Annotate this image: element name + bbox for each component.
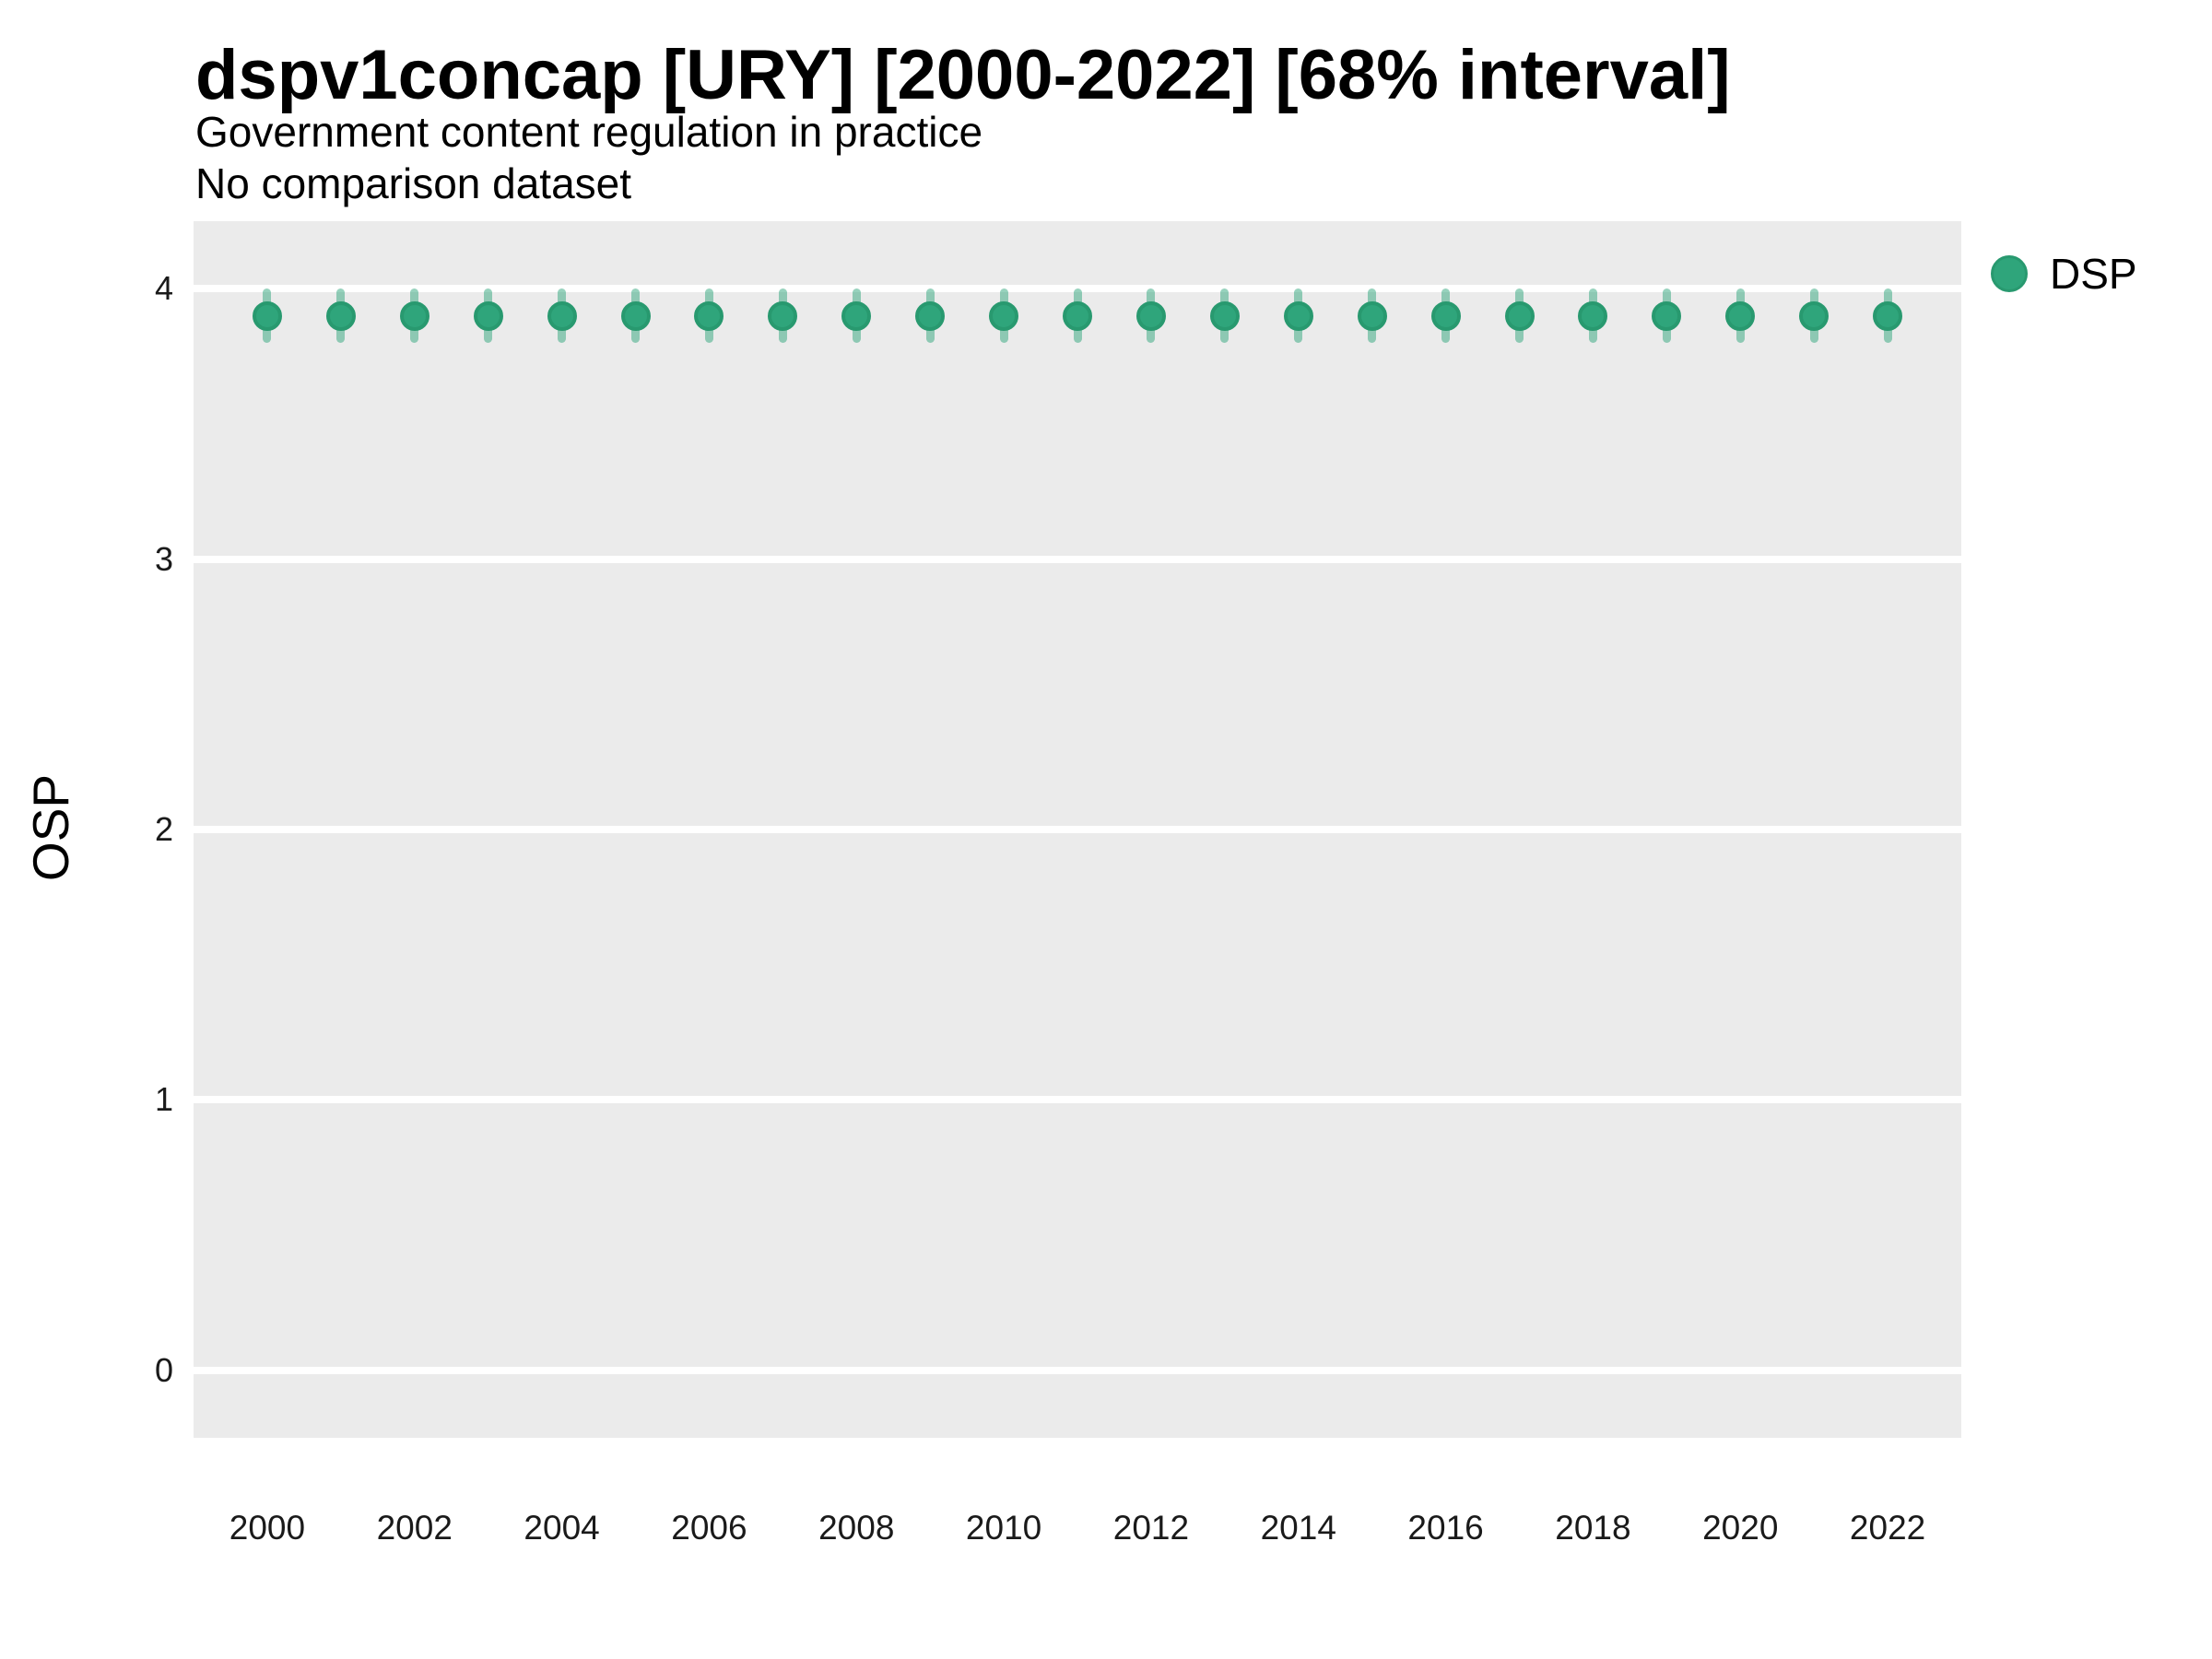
data-point-2011: [1063, 300, 1092, 331]
data-point-2020: [1725, 300, 1756, 331]
data-point-2019: [1652, 300, 1682, 331]
data-point-2004: [547, 300, 577, 331]
x-tick-label-2018: 2018: [1555, 1509, 1631, 1547]
x-tick-label-2022: 2022: [1849, 1509, 1926, 1547]
data-point-2003: [473, 300, 503, 331]
data-point-2017: [1504, 300, 1535, 331]
legend: DSP: [1991, 249, 2137, 299]
x-tick-label-2014: 2014: [1260, 1509, 1336, 1547]
data-point-2005: [620, 300, 651, 331]
x-tick-label-2008: 2008: [818, 1509, 895, 1547]
legend-label: DSP: [2050, 250, 2137, 298]
y-tick-label-1: 1: [154, 1080, 173, 1119]
gridline-y-3: [194, 555, 1961, 563]
x-tick-label-2020: 2020: [1702, 1509, 1779, 1547]
data-point-2001: [325, 300, 356, 331]
data-point-2010: [989, 300, 1019, 331]
plot-panel: [194, 221, 1961, 1438]
data-point-2022: [1873, 300, 1903, 331]
data-point-2012: [1135, 300, 1166, 331]
y-tick-label-4: 4: [154, 269, 173, 308]
chart-title: dspv1concap [URY] [2000-2022] [68% inter…: [195, 36, 1731, 114]
y-tick-label-2: 2: [154, 810, 173, 848]
data-point-2006: [694, 300, 724, 331]
x-tick-label-2006: 2006: [671, 1509, 747, 1547]
chart-subtitle: Government content regulation in practic…: [195, 108, 983, 156]
x-tick-label-2002: 2002: [376, 1509, 453, 1547]
data-point-2008: [841, 300, 872, 331]
x-tick-label-2000: 2000: [229, 1509, 306, 1547]
data-point-2018: [1578, 300, 1608, 331]
data-point-2009: [915, 300, 946, 331]
gridline-y-2: [194, 826, 1961, 833]
data-point-2021: [1799, 300, 1830, 331]
gridline-y-1: [194, 1096, 1961, 1104]
legend-point-icon: [1991, 255, 2028, 292]
x-tick-label-2010: 2010: [965, 1509, 1042, 1547]
y-tick-label-0: 0: [154, 1350, 173, 1389]
y-tick-label-3: 3: [154, 539, 173, 578]
data-point-2002: [399, 300, 429, 331]
x-tick-label-2012: 2012: [1112, 1509, 1190, 1547]
chart-note: No comparison dataset: [195, 159, 632, 207]
data-point-2015: [1357, 300, 1387, 331]
data-point-2013: [1209, 300, 1240, 331]
data-point-2016: [1430, 300, 1461, 331]
data-point-2000: [252, 300, 282, 331]
data-point-2007: [768, 300, 798, 331]
x-tick-label-2004: 2004: [524, 1509, 600, 1547]
data-point-2014: [1283, 300, 1313, 331]
gridline-y-0: [194, 1366, 1961, 1374]
x-tick-label-2016: 2016: [1407, 1509, 1484, 1547]
